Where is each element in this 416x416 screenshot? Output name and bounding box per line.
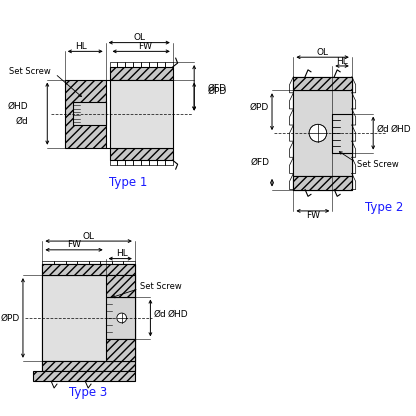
Bar bbox=[332, 114, 352, 153]
Text: Type 2: Type 2 bbox=[365, 201, 404, 213]
Text: ØHD: ØHD bbox=[168, 310, 188, 319]
Circle shape bbox=[117, 313, 126, 323]
Bar bbox=[106, 339, 135, 361]
Text: Set Screw: Set Screw bbox=[140, 282, 181, 291]
Bar bbox=[65, 79, 106, 148]
Bar bbox=[109, 148, 173, 160]
Bar bbox=[293, 176, 352, 190]
Bar bbox=[109, 79, 173, 148]
Bar bbox=[42, 275, 135, 361]
Bar bbox=[42, 361, 135, 371]
Bar bbox=[293, 90, 352, 176]
Text: Set Screw: Set Screw bbox=[357, 160, 399, 169]
Text: HL: HL bbox=[116, 249, 128, 258]
Text: ØHD: ØHD bbox=[7, 102, 28, 110]
Text: Set Screw: Set Screw bbox=[10, 67, 51, 76]
Bar bbox=[332, 114, 352, 153]
Text: HL: HL bbox=[75, 42, 87, 51]
Text: HL: HL bbox=[336, 57, 348, 66]
Bar bbox=[42, 265, 135, 371]
Bar bbox=[293, 77, 352, 190]
Text: Type 3: Type 3 bbox=[69, 386, 107, 399]
Bar bbox=[72, 102, 106, 125]
Bar bbox=[42, 265, 135, 275]
Text: ØPD: ØPD bbox=[1, 313, 20, 322]
Text: OL: OL bbox=[83, 232, 94, 241]
Bar bbox=[33, 371, 135, 381]
Text: OL: OL bbox=[317, 48, 329, 57]
Bar bbox=[106, 297, 135, 339]
Text: Ød: Ød bbox=[154, 310, 166, 319]
Text: Ød: Ød bbox=[376, 125, 389, 134]
Text: ØPD: ØPD bbox=[250, 103, 269, 112]
Bar bbox=[106, 275, 135, 297]
Text: FW: FW bbox=[138, 42, 152, 51]
Text: OL: OL bbox=[133, 33, 145, 42]
Text: Type 1: Type 1 bbox=[109, 176, 147, 189]
Text: Ød: Ød bbox=[15, 117, 28, 126]
Circle shape bbox=[309, 124, 327, 142]
Text: ØHD: ØHD bbox=[391, 125, 411, 134]
Bar bbox=[109, 67, 173, 79]
Circle shape bbox=[309, 124, 327, 142]
Text: ØFD: ØFD bbox=[208, 83, 227, 92]
Bar bbox=[293, 77, 352, 90]
Text: ØFD: ØFD bbox=[250, 158, 269, 167]
Text: FW: FW bbox=[306, 211, 320, 220]
Text: FW: FW bbox=[67, 240, 81, 250]
Text: ØPD: ØPD bbox=[208, 87, 227, 96]
